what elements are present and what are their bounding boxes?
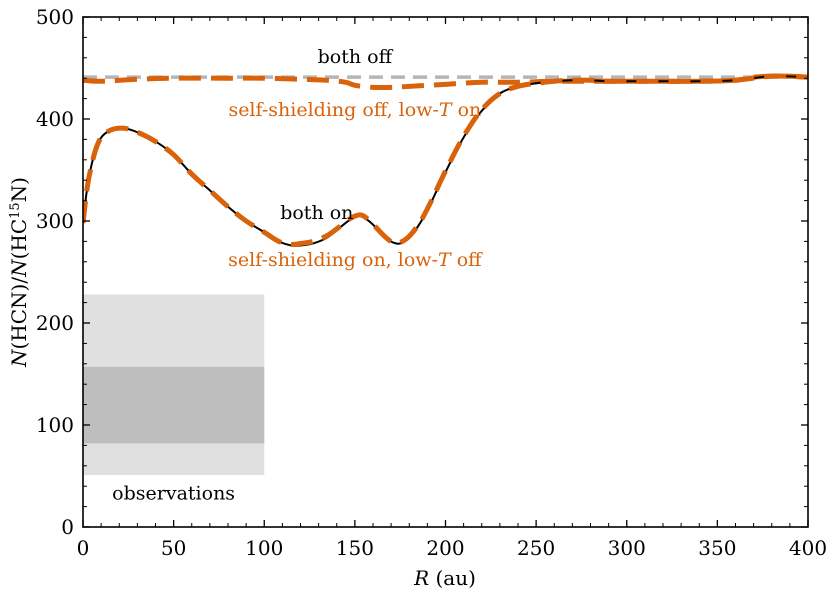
x-tick-label: 400 xyxy=(789,536,827,560)
annotation-observations: observations xyxy=(112,482,235,504)
x-tick-label: 350 xyxy=(698,536,736,560)
data-series xyxy=(83,73,808,248)
annotations: both off self-shielding off, low-T on both… xyxy=(112,46,483,505)
y-tick-label: 0 xyxy=(61,515,74,539)
y-tick-label: 300 xyxy=(36,209,74,233)
series-line-4 xyxy=(83,73,808,248)
y-tick-label: 200 xyxy=(36,311,74,335)
x-tick-label: 100 xyxy=(245,536,283,560)
observation-bands xyxy=(83,294,265,475)
x-tick-label: 150 xyxy=(336,536,374,560)
x-tick-label: 200 xyxy=(426,536,464,560)
y-axis-label: N(HCN)/N(HC15N) xyxy=(7,177,31,368)
x-axis-label: R (au) xyxy=(413,566,476,590)
x-tick-label: 50 xyxy=(161,536,186,560)
observation-band-2 xyxy=(83,366,265,444)
annotation-both-off: both off xyxy=(318,46,394,68)
y-tick-label: 500 xyxy=(36,5,74,29)
annotation-both-on: both on xyxy=(280,202,353,224)
x-tick-label: 300 xyxy=(608,536,646,560)
x-tick-label: 250 xyxy=(517,536,555,560)
y-tick-label: 100 xyxy=(36,413,74,437)
annotation-ss-on: self-shielding on, low-T off xyxy=(228,249,483,271)
axis-ticks: 0 50 100 150 200 250 300 350 400 0 100 200 300 400 500 xyxy=(36,5,827,560)
y-tick-label: 400 xyxy=(36,107,74,131)
x-tick-label: 0 xyxy=(77,536,90,560)
annotation-ss-off: self-shielding off, low-T on xyxy=(228,99,481,121)
